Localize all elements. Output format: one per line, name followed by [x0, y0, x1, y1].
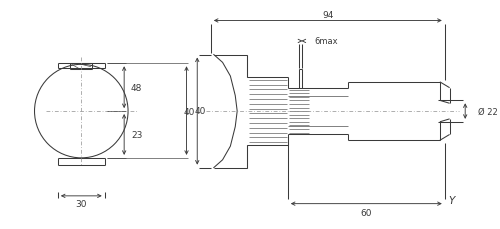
- Text: 94: 94: [322, 11, 334, 20]
- Text: 40: 40: [194, 107, 205, 116]
- Text: Ø 22: Ø 22: [478, 107, 498, 116]
- Text: 23: 23: [131, 130, 142, 139]
- Text: 60: 60: [360, 208, 372, 217]
- Text: 6max: 6max: [314, 37, 338, 46]
- Text: 30: 30: [76, 199, 87, 208]
- Text: 40: 40: [184, 107, 195, 116]
- Text: 48: 48: [131, 83, 142, 92]
- Text: Y: Y: [448, 195, 455, 205]
